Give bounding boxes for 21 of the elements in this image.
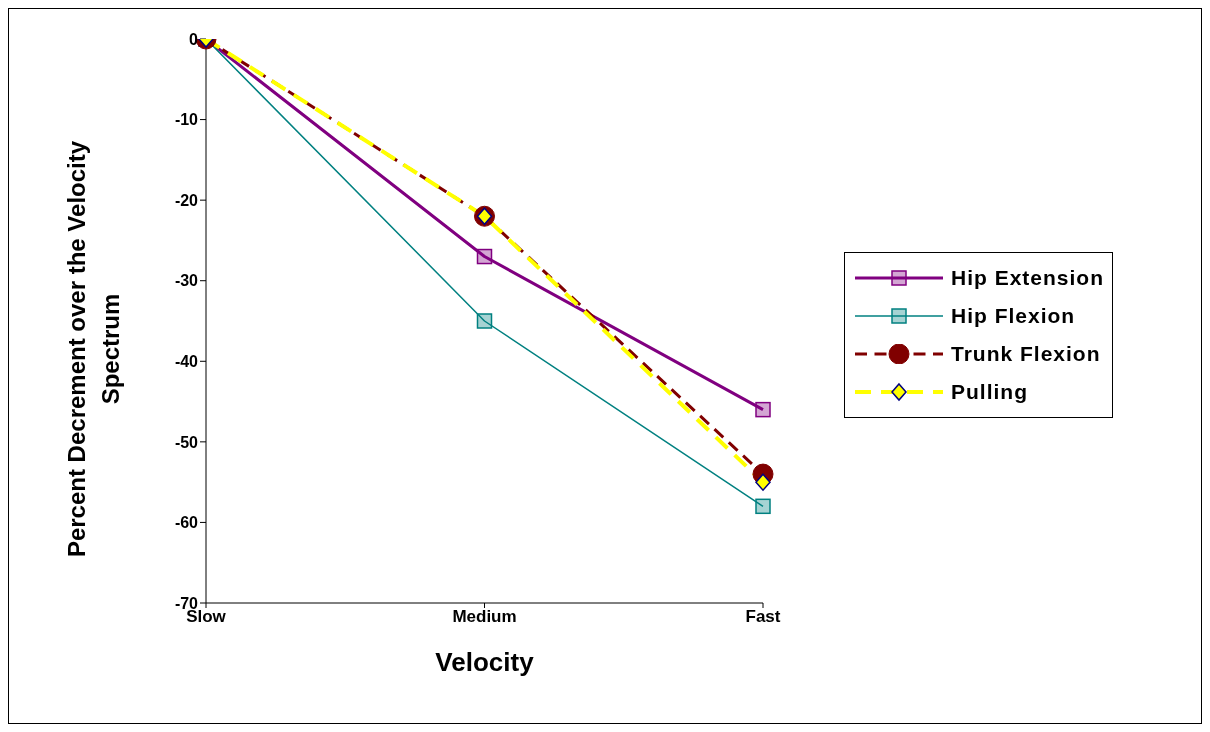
point <box>755 401 771 418</box>
y-tick-label: -40 <box>174 352 199 370</box>
y-tick-label: -50 <box>174 433 199 451</box>
legend-label: Hip Extension <box>951 266 1105 290</box>
y-tick-label: -20 <box>174 191 199 209</box>
point <box>755 473 771 491</box>
legend-label: Trunk Flexion <box>951 342 1101 366</box>
legend-label: Hip Flexion <box>951 304 1076 328</box>
y-axis-title: Percent Decrement over the Velocity Spectrum <box>62 139 125 560</box>
y-tick-label: -30 <box>174 272 199 290</box>
point <box>476 248 493 265</box>
point <box>755 498 771 515</box>
x-axis-title: Velocity <box>435 647 535 677</box>
y-tick-label: -10 <box>174 111 199 129</box>
x-tick-label: Slow <box>186 607 227 627</box>
legend-label: Pulling <box>951 380 1028 404</box>
y-tick-label: -60 <box>174 514 199 532</box>
x-tick-label: Medium <box>452 607 517 627</box>
x-tick-label: Fast <box>745 607 781 627</box>
point <box>476 313 493 329</box>
y-tick-label: 0 <box>189 30 199 48</box>
